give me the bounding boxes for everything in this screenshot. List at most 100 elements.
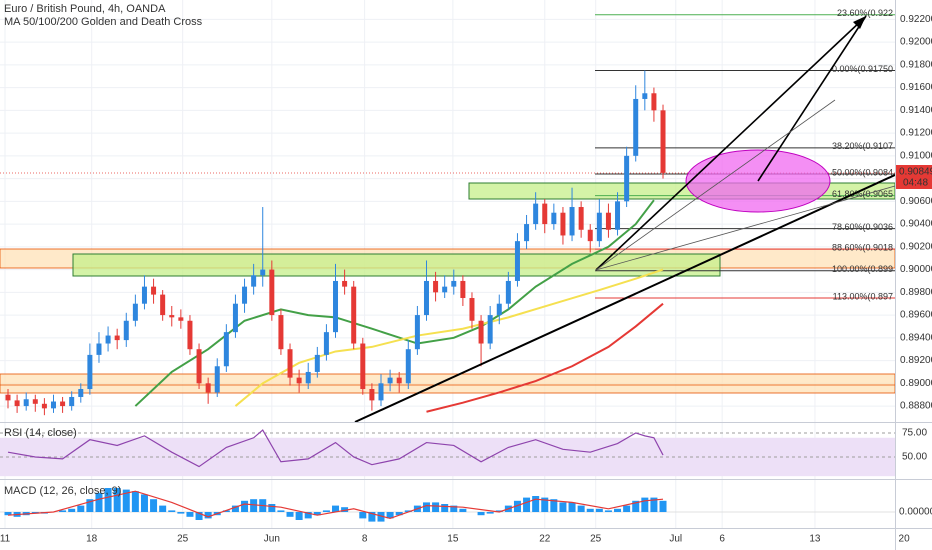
fan-line — [595, 185, 896, 271]
arrow-head — [853, 16, 866, 29]
zones — [0, 182, 896, 394]
candle-body — [587, 229, 593, 242]
candle-body — [223, 332, 229, 367]
x-tick-label: 18 — [86, 534, 98, 545]
candle-body — [414, 315, 420, 350]
last-price-label: 0.90849 — [899, 167, 932, 178]
candle-body — [123, 320, 129, 341]
candle-body — [405, 349, 411, 384]
macd-histogram-bar — [495, 510, 503, 512]
chart-subtitle: MA 50/100/200 Golden and Death Cross — [4, 16, 203, 28]
x-tick-label: 8 — [362, 534, 368, 545]
candle-body — [105, 335, 111, 344]
macd-histogram-bar — [86, 499, 94, 512]
macd-histogram-bar — [432, 502, 440, 512]
candle-body — [351, 286, 357, 344]
candle-body — [132, 303, 138, 321]
macd-tick-label: 0.00000 — [899, 507, 932, 518]
macd-histogram-bar — [195, 512, 203, 520]
candle-body — [14, 400, 20, 407]
macd-histogram-bar — [177, 512, 185, 514]
fib-label: 88.60%(0.9018 — [832, 242, 893, 252]
candle-body — [87, 354, 93, 390]
fib-label: 113.00%(0.897 — [833, 291, 893, 301]
candle-body — [50, 401, 56, 409]
macd-histogram-bar — [204, 512, 212, 519]
candle-body — [205, 383, 211, 393]
macd-signal-line — [7, 490, 664, 520]
fib-label: 50.00%(0.9084 — [832, 167, 893, 177]
macd-histogram-bar — [122, 489, 130, 512]
candle-body — [660, 110, 666, 173]
macd-histogram-bar — [532, 496, 540, 512]
macd-histogram-bar — [459, 508, 467, 512]
macd-histogram-bar — [341, 507, 349, 512]
macd-histogram-bar — [268, 504, 276, 512]
candle-body — [196, 349, 202, 384]
candle-body — [169, 315, 175, 318]
fan-line — [595, 99, 836, 271]
candle-body — [251, 275, 257, 287]
candle-body — [633, 98, 639, 156]
candle-body — [487, 315, 493, 344]
rsi-line — [7, 429, 664, 468]
candle-body — [178, 317, 184, 321]
macd-histogram-bar — [604, 510, 612, 512]
candle-body — [342, 280, 348, 287]
candle-body — [269, 269, 275, 316]
macd-histogram-bar — [159, 505, 167, 512]
x-tick-label: 11 — [0, 534, 11, 545]
candle-body — [442, 286, 448, 293]
macd-histogram-bar — [68, 508, 76, 512]
last-price-tag — [896, 165, 932, 190]
candle-body — [624, 155, 630, 202]
candle-body — [232, 303, 238, 333]
candle-body — [514, 241, 520, 281]
macd-histogram-bar — [231, 505, 239, 512]
candle-body — [569, 207, 575, 236]
x-tick-label: Jul — [669, 534, 682, 545]
fib-label: 78.60%(0.9036 — [832, 222, 893, 232]
macd-histogram-bar — [295, 512, 303, 520]
candle-body — [333, 280, 339, 333]
candle-body — [242, 286, 248, 304]
macd-histogram-bar — [150, 499, 158, 512]
candle-body — [469, 298, 475, 321]
macd-histogram-bar — [359, 512, 367, 519]
candle-body — [360, 343, 366, 390]
candle-body — [396, 377, 402, 384]
macd-histogram-bar — [277, 510, 285, 512]
candle-body — [187, 320, 193, 350]
candle-body — [32, 399, 38, 404]
candle-body — [296, 377, 302, 384]
candle-body — [141, 286, 147, 304]
candle-body — [651, 93, 657, 111]
x-tick-label: 15 — [447, 534, 459, 545]
x-tick-label: Jun — [264, 534, 280, 545]
macd-histogram-bar — [104, 488, 112, 512]
candle-body — [533, 203, 539, 225]
macd-histogram-bar — [523, 497, 531, 512]
macd-histogram-bar — [377, 512, 385, 522]
candle-body — [596, 212, 602, 242]
macd-histogram-bar — [77, 505, 85, 512]
x-tick-label: 25 — [590, 534, 602, 545]
candle-body — [78, 389, 84, 397]
macd-histogram-bar — [559, 502, 567, 512]
x-tick-label: 6 — [719, 534, 725, 545]
candle-body — [551, 212, 557, 225]
macd-histogram-bar — [577, 505, 585, 512]
macd-histogram-bar — [659, 500, 667, 512]
